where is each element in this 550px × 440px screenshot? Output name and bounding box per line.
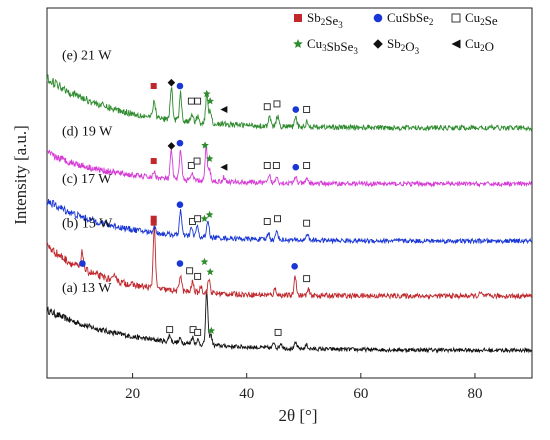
plot-frame bbox=[46, 7, 533, 379]
series-line-3 bbox=[46, 144, 533, 188]
peak-marker-3-6 bbox=[205, 154, 214, 162]
peak-marker-1-1 bbox=[150, 219, 157, 226]
peak-marker-1-6 bbox=[206, 267, 214, 276]
peak-marker-3-5 bbox=[201, 141, 209, 149]
series-line-1 bbox=[46, 226, 533, 301]
peak-marker-4-10 bbox=[292, 106, 300, 113]
series-label-3: (d) 19 W bbox=[62, 124, 113, 139]
x-axis-label: 2θ [°] bbox=[278, 406, 317, 425]
peak-marker-3-1 bbox=[167, 142, 176, 150]
legend-marker-5 bbox=[451, 39, 461, 49]
peak-marker-2-1 bbox=[176, 201, 184, 209]
peak-marker-0-0 bbox=[166, 326, 174, 334]
peak-markers bbox=[79, 78, 311, 336]
peak-marker-1-8 bbox=[303, 275, 311, 283]
peak-marker-2-4 bbox=[200, 214, 209, 222]
peak-marker-4-2 bbox=[176, 82, 184, 90]
peak-marker-2-6 bbox=[263, 218, 271, 225]
peak-marker-3-9 bbox=[272, 162, 280, 169]
peak-marker-3-3 bbox=[187, 162, 195, 169]
peak-marker-4-5 bbox=[203, 89, 211, 98]
legend-label-2: Cu2Se bbox=[465, 10, 498, 28]
legend-marker-2 bbox=[451, 13, 461, 23]
x-tick-label-60: 60 bbox=[353, 386, 368, 402]
legend-label-5: Cu2O bbox=[465, 36, 494, 54]
peak-marker-0-3 bbox=[207, 326, 216, 334]
peak-marker-3-7 bbox=[220, 163, 228, 171]
plot-area bbox=[46, 7, 533, 379]
series-label-1: (b) 15 W bbox=[62, 217, 113, 232]
peak-marker-4-0 bbox=[150, 83, 157, 89]
peak-marker-3-4 bbox=[193, 157, 201, 165]
peak-marker-0-4 bbox=[274, 328, 282, 336]
peak-marker-4-8 bbox=[263, 103, 271, 111]
peak-marker-3-10 bbox=[292, 163, 300, 171]
series-label-4: (e) 21 W bbox=[62, 49, 112, 64]
peak-marker-1-2 bbox=[176, 260, 184, 267]
legend-label-3: Cu3SbSe3 bbox=[307, 36, 358, 56]
x-tick-label-80: 80 bbox=[467, 386, 482, 402]
legend-marker-3 bbox=[293, 39, 303, 48]
peak-marker-1-0 bbox=[79, 260, 86, 267]
peak-marker-3-0 bbox=[150, 158, 157, 165]
peak-marker-4-4 bbox=[194, 97, 202, 105]
peak-marker-3-8 bbox=[263, 162, 271, 169]
legend-marker-1 bbox=[373, 13, 383, 23]
series-labels: (a) 13 W (b) 15 W (c) 17 W (d) 19 W (e) 21 W bbox=[62, 49, 113, 296]
peak-marker-4-1 bbox=[167, 78, 176, 87]
peak-marker-1-5 bbox=[200, 257, 209, 266]
peak-marker-2-8 bbox=[303, 219, 311, 227]
legend-label-4: Sb2O3 bbox=[387, 36, 420, 56]
peak-marker-2-0 bbox=[150, 215, 157, 222]
series-line-2 bbox=[46, 198, 533, 245]
peak-marker-4-3 bbox=[187, 97, 195, 105]
peak-marker-2-3 bbox=[194, 215, 202, 223]
legend: Sb2Se3 CuSbSe2 Cu2Se Cu3SbSe3 Sb2O3 Cu2O bbox=[293, 10, 498, 56]
x-tick-label-20: 20 bbox=[125, 386, 140, 402]
peak-marker-4-7 bbox=[220, 106, 228, 114]
peak-marker-2-7 bbox=[274, 215, 281, 223]
peak-marker-4-6 bbox=[206, 97, 214, 105]
series-line-4 bbox=[46, 74, 533, 132]
series-layer bbox=[46, 74, 533, 354]
peak-marker-1-7 bbox=[291, 263, 298, 270]
peak-marker-1-4 bbox=[194, 272, 202, 280]
x-tick-label-40: 40 bbox=[239, 386, 254, 402]
peak-marker-1-3 bbox=[186, 267, 194, 275]
peak-marker-0-2 bbox=[194, 328, 202, 336]
legend-marker-4 bbox=[373, 39, 383, 49]
y-axis-label: Intensity [a.u.] bbox=[11, 125, 30, 225]
legend-label-0: Sb2Se3 bbox=[307, 10, 343, 30]
legend-marker-0 bbox=[294, 14, 302, 22]
peak-marker-3-2 bbox=[176, 139, 184, 147]
peak-marker-4-9 bbox=[273, 100, 281, 108]
peak-marker-3-11 bbox=[303, 162, 311, 169]
series-label-0: (a) 13 W bbox=[62, 281, 112, 296]
series-label-2: (c) 17 W bbox=[62, 172, 112, 187]
legend-label-1: CuSbSe2 bbox=[387, 10, 433, 27]
peak-marker-2-5 bbox=[205, 210, 214, 218]
peak-marker-4-11 bbox=[303, 106, 311, 113]
series-line-0 bbox=[46, 289, 533, 354]
axes: 20 40 60 80 bbox=[125, 373, 482, 402]
